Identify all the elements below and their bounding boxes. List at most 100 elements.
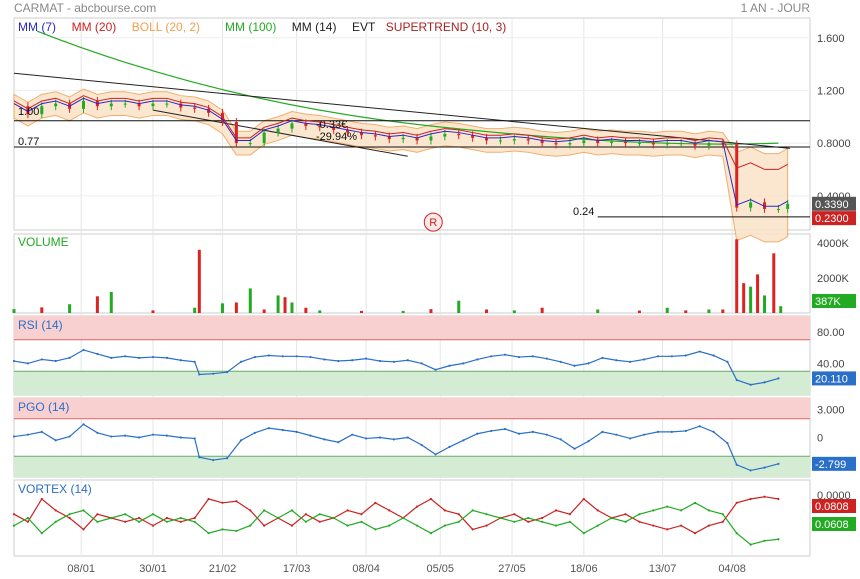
vortex-point xyxy=(207,497,210,501)
trend-line xyxy=(13,72,791,149)
rsi-point xyxy=(559,360,562,363)
pgo-point xyxy=(476,432,479,435)
vortex-point xyxy=(471,509,474,512)
rsi-point xyxy=(448,364,451,367)
vortex-title: VORTEX (14) xyxy=(18,482,92,496)
rsi-point xyxy=(364,357,368,360)
candle-body xyxy=(234,122,238,144)
candle-body xyxy=(540,140,544,144)
volume-bar xyxy=(756,274,760,313)
vortex-point xyxy=(568,520,572,523)
rsi-point xyxy=(165,356,168,359)
candle-body xyxy=(526,139,530,141)
volume-bar xyxy=(193,307,197,313)
rsi-point xyxy=(735,378,738,382)
vortex-line xyxy=(13,502,779,546)
vortex-point xyxy=(318,513,321,516)
rsi-point xyxy=(392,360,395,363)
price-badge xyxy=(812,211,856,226)
vortex-point xyxy=(763,539,766,542)
pgo-title: PGO (14) xyxy=(18,400,69,414)
rsi-point xyxy=(462,362,465,365)
pgo-point xyxy=(137,436,141,439)
pgo-point xyxy=(337,441,340,444)
price-badge-label: 0.3390 xyxy=(815,199,849,211)
rsi-badge xyxy=(812,371,856,386)
rsi-point xyxy=(615,359,618,362)
rsi-point xyxy=(40,358,43,361)
vortex-point xyxy=(735,501,738,504)
vortex-point xyxy=(513,520,516,523)
vortex-point xyxy=(777,497,780,501)
price-annotation: 1.00 xyxy=(18,106,39,118)
rsi-point xyxy=(476,358,479,361)
vortex-point xyxy=(610,516,613,520)
pgo-badge-label: -2.799 xyxy=(815,459,846,471)
vortex-point xyxy=(40,497,43,501)
volume-bar xyxy=(401,310,405,313)
price-annotation: -29.94% xyxy=(316,131,357,143)
vortex-point xyxy=(721,520,724,523)
volume-bar xyxy=(95,296,99,313)
vortex-point xyxy=(763,495,766,498)
vortex-point xyxy=(304,520,307,523)
volume-bar xyxy=(290,302,294,313)
pgo-point xyxy=(392,438,395,441)
rsi-point xyxy=(137,356,141,359)
rsi-point xyxy=(656,355,660,358)
vortex-point xyxy=(707,509,711,512)
candle-body xyxy=(387,136,391,140)
x-tick-label: 13/07 xyxy=(649,563,677,575)
pgo-point xyxy=(165,434,168,437)
pgo-point xyxy=(124,434,127,437)
legend-entry: SUPERTREND (10, 3) xyxy=(386,20,506,34)
volume-bar xyxy=(40,307,44,313)
rsi-point xyxy=(531,355,534,358)
pgo-point xyxy=(684,429,687,433)
vortex-point xyxy=(235,529,238,533)
pgo-point xyxy=(96,431,99,434)
volume-y-tick: 4000K xyxy=(817,238,849,250)
candle-body xyxy=(693,143,697,146)
candle-body xyxy=(248,143,252,145)
vortex-point xyxy=(513,513,516,516)
candle-body xyxy=(346,129,350,133)
volume-bar xyxy=(721,309,725,313)
pgo-point xyxy=(573,447,576,450)
candle-body xyxy=(568,143,572,145)
rsi-point xyxy=(281,355,284,358)
candle-body xyxy=(610,141,614,144)
candle-body xyxy=(498,140,502,142)
vortex-point xyxy=(124,520,127,523)
pgo-point xyxy=(309,434,312,437)
price-y-tick: 1.600 xyxy=(817,33,845,45)
rsi-point xyxy=(777,377,780,380)
vortex-point xyxy=(137,520,141,523)
trend-line xyxy=(152,109,408,157)
candle-body xyxy=(193,107,197,109)
pgo-point xyxy=(12,435,16,438)
vortex-point xyxy=(193,516,196,520)
pgo-point xyxy=(587,440,590,443)
candle-body xyxy=(332,127,336,130)
vortex-point xyxy=(207,532,210,535)
volume-bar xyxy=(220,303,224,313)
pgo-point xyxy=(226,457,229,460)
candle-body xyxy=(786,203,790,209)
rsi-badge-label: 20.110 xyxy=(815,373,848,385)
pgo-point xyxy=(545,433,548,436)
vortex-point xyxy=(388,524,391,527)
rsi-point xyxy=(684,354,687,357)
rsi-point xyxy=(151,355,155,359)
vortex-point xyxy=(429,497,433,501)
panel-frame-price xyxy=(13,17,811,231)
vortex-point xyxy=(26,516,29,520)
pgo-point xyxy=(151,433,155,436)
volume-y-tick: 2000K xyxy=(817,273,849,285)
vortex-point xyxy=(429,532,433,535)
price-y-tick: 1.200 xyxy=(817,85,845,97)
pgo-point xyxy=(615,433,618,436)
pgo-point xyxy=(517,432,521,435)
legend-entry: BOLL (20, 2) xyxy=(132,20,200,34)
